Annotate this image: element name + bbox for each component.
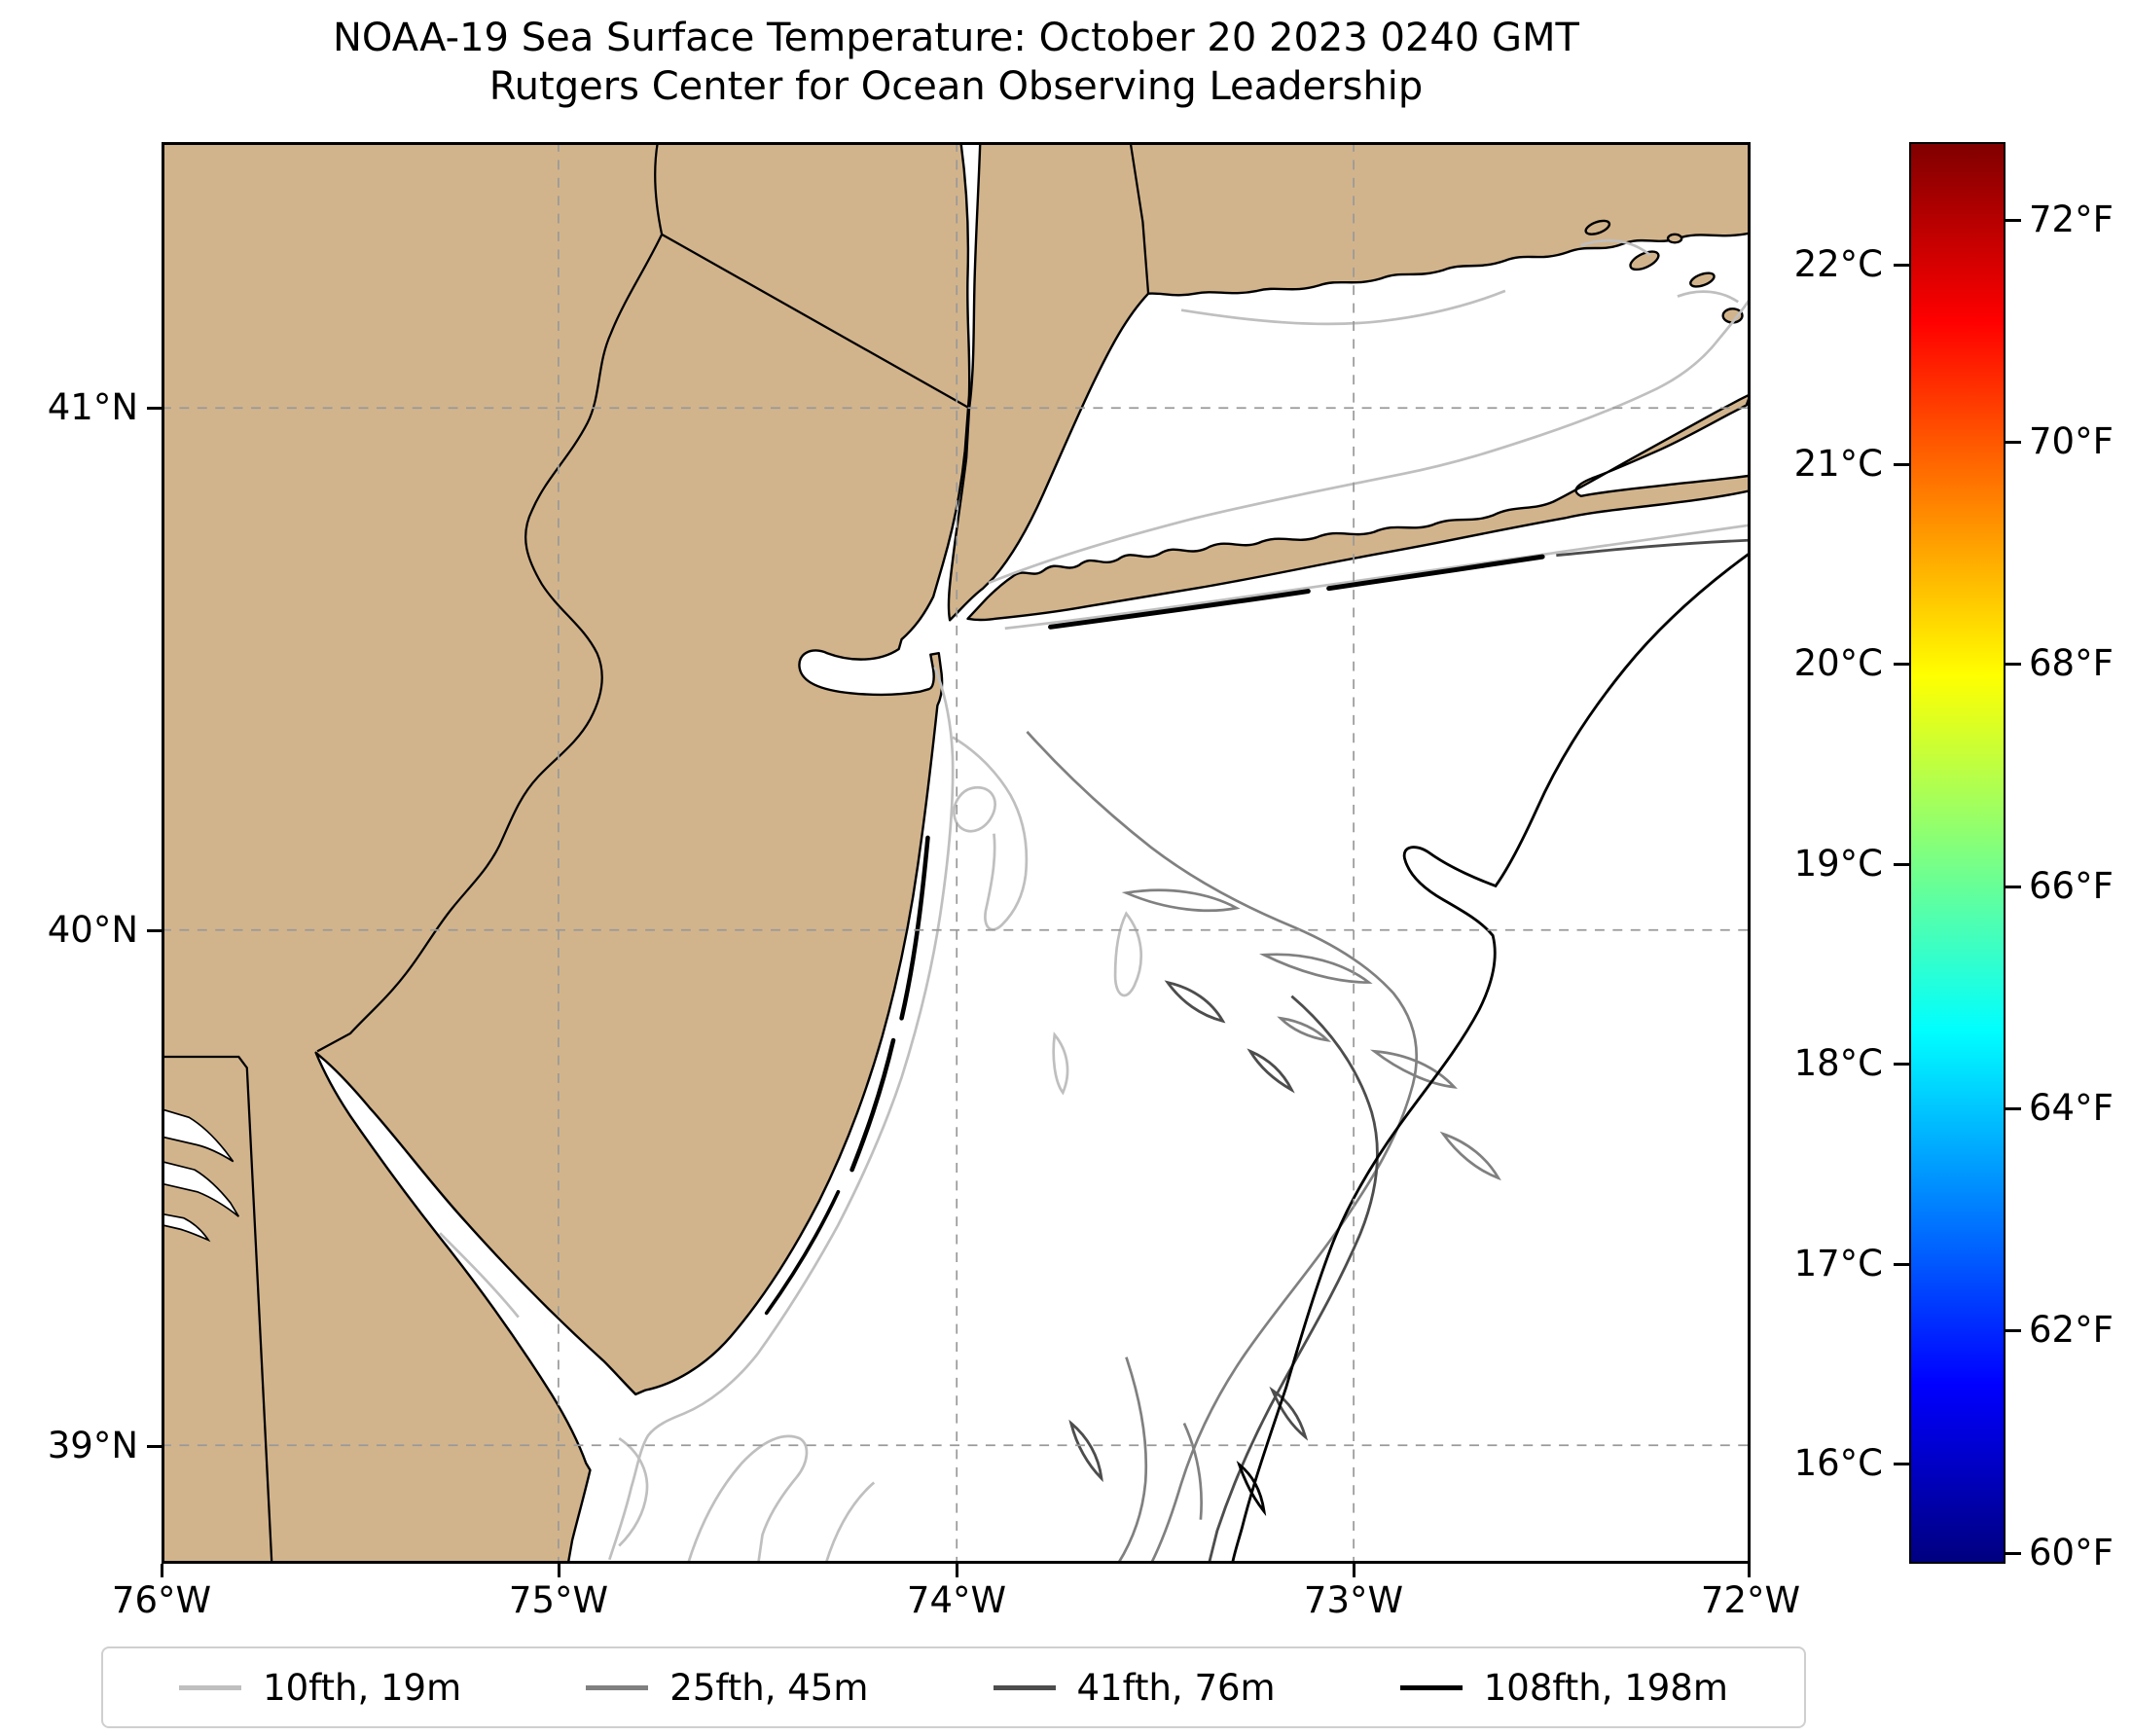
celsius-tick-label: 21°C [1793,443,1883,485]
legend-label: 25fth, 45m [669,1666,869,1709]
map-canvas [162,142,1751,1564]
y-tick [147,407,162,410]
border-nj-ny [661,233,970,410]
contour-108fth [1231,551,1751,1564]
figure-title: NOAA-19 Sea Surface Temperature: October… [333,16,1579,60]
celsius-tick [1894,1063,1909,1066]
fahrenheit-tick-label: 68°F [2029,642,2114,684]
colorbar-gradient [1911,144,2004,1562]
celsius-tick-label: 19°C [1793,843,1883,885]
fahrenheit-tick [2006,441,2021,444]
fahrenheit-tick [2006,886,2021,888]
fahrenheit-tick-label: 62°F [2029,1309,2114,1351]
x-axis-tick-label: 76°W [111,1579,212,1621]
fahrenheit-tick-label: 70°F [2029,420,2114,462]
x-axis-tick-label: 75°W [508,1579,609,1621]
legend-item: 25fth, 45m [586,1667,868,1709]
legend-label: 108fth, 198m [1483,1666,1728,1709]
fahrenheit-tick [2006,219,2021,222]
x-tick [1353,1564,1355,1577]
map-frame [162,142,1751,1564]
x-axis-tick-label: 74°W [906,1579,1007,1621]
legend-label: 10fth, 19m [263,1666,462,1709]
celsius-tick [1894,663,1909,666]
x-tick [956,1564,958,1577]
fahrenheit-tick-label: 60°F [2029,1532,2114,1573]
land-long-island [966,392,1751,622]
x-tick [1748,1564,1751,1577]
legend-item: 108fth, 198m [1399,1666,1728,1709]
y-tick [147,929,162,932]
border-ny-ct [1129,142,1150,294]
grid-lines [162,142,1751,1564]
barrier-islands [764,554,1545,1316]
celsius-tick [1894,264,1909,267]
contour-10fth [439,238,1751,1564]
celsius-tick-label: 17°C [1793,1243,1883,1284]
legend-label: 41fth, 76m [1076,1666,1276,1709]
legend-line-swatch [993,1684,1056,1690]
border-de-md [162,1055,273,1564]
fahrenheit-tick [2006,1552,2021,1555]
legend-line-swatch [179,1684,242,1690]
fahrenheit-tick [2006,1329,2021,1332]
chesapeake-creeks [162,1107,240,1243]
celsius-tick-label: 16°C [1793,1442,1883,1484]
land-new-england [947,142,1751,622]
celsius-tick-label: 22°C [1793,243,1883,285]
land-masses [162,142,1751,1564]
legend: 10fth, 19m 25fth, 45m 41fth, 76m 108fth,… [101,1646,1806,1728]
celsius-tick [1894,463,1909,466]
x-axis-tick-label: 72°W [1700,1579,1801,1621]
legend-item: 10fth, 19m [179,1667,461,1709]
island [1666,233,1683,244]
contour-25fth [1026,731,1501,1564]
fahrenheit-tick [2006,1107,2021,1110]
legend-line-swatch [586,1684,649,1690]
celsius-tick-label: 18°C [1793,1042,1883,1084]
land-new-jersey [162,142,971,1564]
celsius-tick-label: 20°C [1793,642,1883,684]
y-axis-tick-label: 41°N [47,386,138,428]
y-tick [147,1445,162,1448]
island [1584,219,1611,235]
state-borders [162,142,1150,1564]
x-tick [161,1564,163,1577]
island [1689,271,1716,288]
y-axis-tick-label: 39°N [47,1425,138,1466]
fahrenheit-tick-label: 66°F [2029,865,2114,907]
x-axis-tick-label: 73°W [1303,1579,1404,1621]
celsius-tick [1894,1263,1909,1266]
fahrenheit-tick-label: 64°F [2029,1087,2114,1129]
fahrenheit-tick [2006,663,2021,666]
celsius-tick [1894,863,1909,866]
figure-subtitle: Rutgers Center for Ocean Observing Leade… [488,64,1424,109]
fahrenheit-tick-label: 72°F [2029,199,2114,240]
delaware-river [316,142,664,1053]
x-tick [558,1564,560,1577]
y-axis-tick-label: 40°N [47,909,138,951]
celsius-tick [1894,1463,1909,1465]
island [1629,250,1660,271]
legend-item: 41fth, 76m [993,1666,1276,1709]
colorbar [1909,142,2006,1564]
legend-line-swatch [1399,1684,1463,1690]
